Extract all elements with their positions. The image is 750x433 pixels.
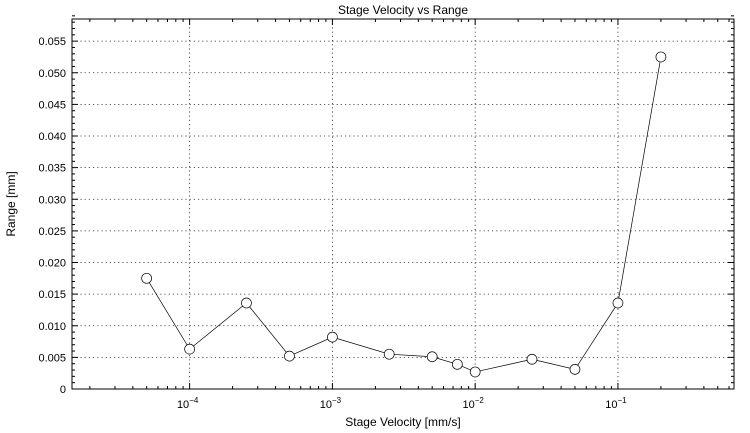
y-tick-label: 0.040 xyxy=(38,131,66,143)
x-tick-label-exponent: −3 xyxy=(332,396,342,405)
x-tick-label: 10−1 xyxy=(605,396,627,411)
x-tick-label-base: 10 xyxy=(605,399,617,411)
x-tick-label: 10−3 xyxy=(320,396,342,411)
data-point xyxy=(612,297,624,309)
y-tick-label: 0.020 xyxy=(38,258,66,270)
x-tick-label-exponent: −1 xyxy=(618,396,628,405)
y-tick-label: 0.005 xyxy=(38,352,66,364)
data-point xyxy=(141,272,152,284)
axis-ticks xyxy=(72,15,734,390)
y-tick-label: 0.055 xyxy=(38,36,66,48)
x-tick-label-exponent: −4 xyxy=(189,396,199,405)
data-point xyxy=(284,350,295,362)
data-point xyxy=(241,297,252,309)
data-point xyxy=(426,351,438,363)
x-tick-labels: 10−4 10−3 10−2 10−1 xyxy=(177,396,627,411)
y-tick-label: 0.015 xyxy=(38,289,66,301)
data-point xyxy=(327,331,338,343)
data-point xyxy=(184,343,195,355)
y-tick-label: 0.010 xyxy=(38,321,66,333)
x-tick-label: 10−2 xyxy=(462,396,484,411)
data-point xyxy=(469,366,481,378)
y-tick-label: 0.035 xyxy=(38,163,66,175)
data-point xyxy=(451,358,463,370)
x-tick-label-exponent: −2 xyxy=(475,396,485,405)
data-point xyxy=(383,348,395,360)
x-tick-label-base: 10 xyxy=(320,399,332,411)
y-tick-label: 0.030 xyxy=(38,194,66,206)
grid-lines xyxy=(72,19,734,389)
y-tick-label: 0.025 xyxy=(38,226,66,238)
x-tick-label: 10−4 xyxy=(177,396,199,411)
y-tick-labels: 0 0.005 0.010 0.015 0.020 0.025 0.030 0.035 0.04… xyxy=(38,36,66,396)
y-tick-label: 0 xyxy=(60,384,66,396)
y-tick-label: 0.050 xyxy=(38,68,66,80)
x-tick-label-base: 10 xyxy=(177,399,189,411)
y-tick-label: 0.045 xyxy=(38,99,66,111)
data-point xyxy=(655,51,667,63)
data-point xyxy=(569,364,581,375)
x-tick-label-base: 10 xyxy=(462,399,474,411)
data-point xyxy=(526,353,538,365)
chart-title: Stage Velocity vs Range xyxy=(338,3,468,17)
x-axis-label: Stage Velocity [mm/s] xyxy=(345,415,460,429)
plot-frame xyxy=(71,18,735,390)
y-axis-label: Range [mm] xyxy=(4,171,18,236)
data-series xyxy=(141,51,667,378)
